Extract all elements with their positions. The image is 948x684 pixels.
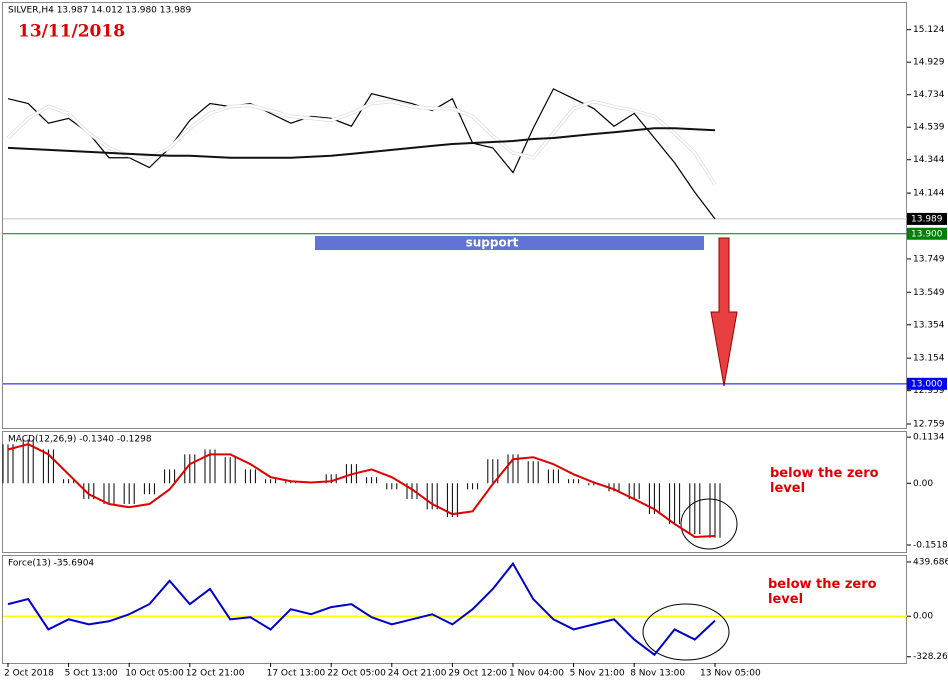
x-tick-label: 29 Oct 12:00 — [448, 669, 507, 679]
macd-annotation-box: below the zero level — [770, 466, 879, 496]
price-panel — [2, 2, 907, 429]
x-tick-label: 2 Oct 2018 — [4, 669, 54, 679]
y-tick-label: 14.144 — [913, 189, 945, 199]
x-tick-label: 5 Oct 13:00 — [65, 669, 118, 679]
level-label: 13.989 — [911, 214, 943, 224]
support-label: support — [466, 236, 519, 250]
y-tick-label: 439.6867 — [913, 557, 948, 567]
series-line — [7, 443, 716, 538]
x-tick-label: 22 Oct 05:00 — [327, 669, 386, 679]
force-circle — [642, 603, 730, 661]
level-label: 13.900 — [911, 229, 943, 239]
y-tick-label: 15.124 — [913, 25, 945, 35]
chart-title: SILVER,H4 13.987 14.012 13.980 13.989 — [8, 6, 192, 16]
y-tick-label: 14.344 — [913, 155, 945, 165]
level-tag — [907, 377, 947, 390]
y-tick-label: 0.00 — [913, 479, 933, 489]
force-annotation: below the zero level — [768, 577, 877, 607]
macd-panel — [2, 431, 907, 553]
x-tick-label: 8 Nov 13:00 — [630, 669, 685, 679]
force-title: Force(13) -35.6904 — [8, 559, 94, 569]
y-tick-label: 13.749 — [913, 254, 945, 264]
y-tick-label: 13.549 — [913, 288, 945, 298]
y-tick-label: 13.354 — [913, 320, 945, 330]
x-tick-label: 5 Nov 21:00 — [570, 669, 625, 679]
level-tag — [907, 227, 947, 240]
series-line — [7, 127, 716, 159]
down-arrow — [710, 237, 738, 387]
support-box — [315, 236, 704, 250]
force-panel — [2, 555, 907, 664]
series-line — [7, 561, 716, 657]
y-tick-label: 14.539 — [913, 123, 945, 133]
x-tick-label: 12 Oct 21:00 — [186, 669, 245, 679]
level-tag — [907, 212, 947, 225]
y-tick-label: -0.1518 — [913, 541, 948, 551]
x-tick-label: 17 Oct 13:00 — [267, 669, 326, 679]
level-label: 13.000 — [911, 379, 943, 389]
y-tick-label: 12.759 — [913, 419, 945, 429]
date-label: 13/11/2018 — [18, 22, 125, 42]
y-tick-label: 14.929 — [913, 58, 945, 68]
y-tick-label: -328.26 — [913, 652, 948, 662]
y-tick-label: 14.734 — [913, 90, 945, 100]
macd-circle — [680, 498, 738, 550]
x-tick-label: 13 Nov 05:00 — [700, 669, 761, 679]
y-tick-label: 0.1134 — [913, 433, 945, 443]
x-tick-label: 24 Oct 21:00 — [388, 669, 447, 679]
y-tick-label: 12.959 — [913, 386, 945, 396]
y-tick-label: 13.154 — [913, 354, 945, 364]
y-tick-label: 0.00 — [913, 612, 933, 622]
x-tick-label: 10 Oct 05:00 — [125, 669, 184, 679]
macd-annotation: below the zero level — [770, 466, 879, 496]
x-tick-label: 1 Nov 04:00 — [509, 669, 564, 679]
force-annotation-box: below the zero level — [768, 577, 877, 607]
macd-title: MACD(12,26,9) -0.1340 -0.1298 — [8, 435, 152, 445]
